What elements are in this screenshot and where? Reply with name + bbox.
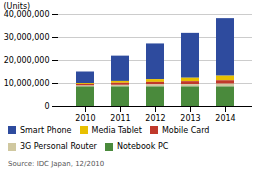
html-text:Smart Phone: Smart Phone (20, 125, 72, 135)
html-text:Notebook PC: Notebook PC (116, 142, 169, 152)
html-text:Media Tablet: Media Tablet (91, 125, 142, 135)
html-text:Source: IDC Japan, 12/2010: Source: IDC Japan, 12/2010 (8, 160, 105, 168)
svg-text:(Units): (Units) (4, 2, 31, 11)
svg-text:2010: 2010 (75, 114, 95, 122)
svg-text:40,000,000: 40,000,000 (4, 10, 50, 19)
html-text:Mobile Card: Mobile Card (161, 125, 210, 135)
svg-text:2014: 2014 (215, 114, 235, 122)
svg-text:30,000,000: 30,000,000 (4, 33, 50, 42)
svg-text:10,000,000: 10,000,000 (4, 79, 50, 88)
html-text:3G Personal Router: 3G Personal Router (20, 142, 97, 152)
svg-text:2011: 2011 (110, 114, 130, 122)
svg-text:2012: 2012 (145, 114, 165, 122)
svg-text:0: 0 (44, 102, 49, 111)
svg-text:2013: 2013 (180, 114, 200, 122)
svg-text:20,000,000: 20,000,000 (4, 56, 50, 65)
